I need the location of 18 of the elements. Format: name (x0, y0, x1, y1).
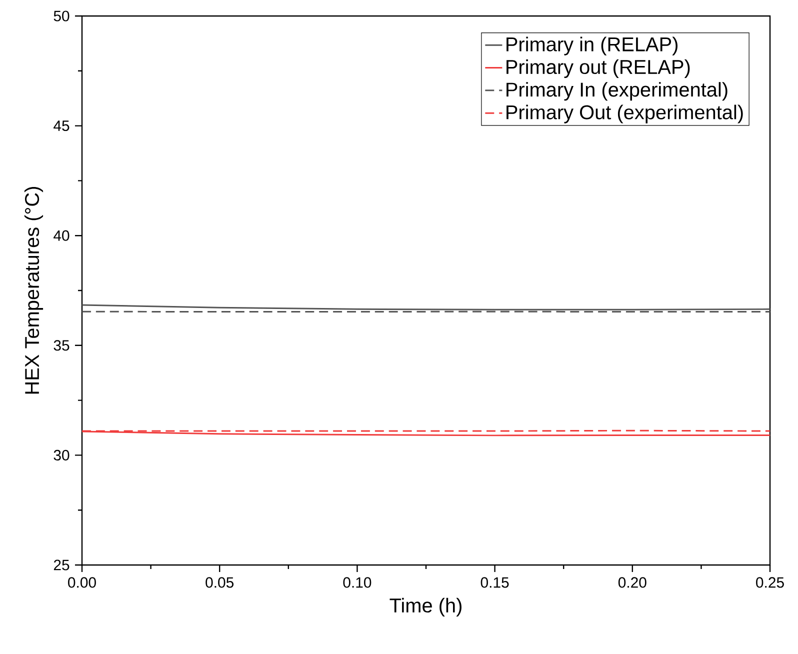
x-tick-label: 0.05 (206, 577, 234, 588)
y-tick-label: 25 (54, 560, 70, 570)
y-tick-label: 50 (54, 10, 70, 22)
x-tick-label: 0.25 (756, 577, 784, 588)
legend-label: Primary out (RELAP) (506, 59, 690, 78)
legend-label: Primary Out (experimental) (506, 104, 743, 124)
y-tick-label: 30 (54, 450, 70, 460)
legend-label: Primary in (RELAP) (506, 36, 678, 56)
legend-label: Primary In (experimental) (506, 82, 728, 101)
y-tick-label: 45 (54, 120, 70, 132)
y-tick-label: 40 (54, 230, 70, 241)
x-axis-title: Time (h) (390, 598, 462, 616)
x-tick-label: 0.10 (343, 577, 372, 588)
x-tick-label: 0.00 (68, 577, 96, 588)
y-axis-title: HEX Temperatures (°C) (24, 187, 44, 394)
y-tick-label: 35 (54, 340, 70, 351)
x-tick-label: 0.15 (480, 577, 509, 588)
x-tick-label: 0.20 (618, 577, 646, 588)
